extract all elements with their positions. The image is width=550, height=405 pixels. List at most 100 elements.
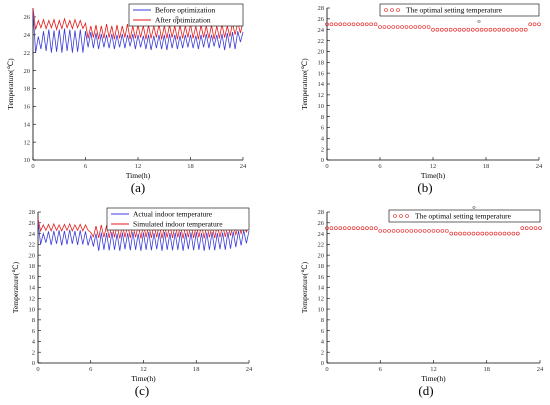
data-point — [373, 22, 378, 27]
data-point — [538, 226, 542, 230]
data-point — [453, 27, 457, 32]
chart-panel-1: 10 12 14 16 18 20 22 24 26 0 6 12 18 24 Time(h) Tempera… — [6, 3, 247, 195]
y-tick-label: 26 — [29, 220, 36, 227]
data-point — [501, 27, 506, 32]
y-tick-label: 28 — [29, 209, 36, 216]
data-point — [471, 231, 476, 236]
data-point — [369, 226, 374, 230]
data-point — [360, 22, 365, 27]
y-tick-label: 6 — [32, 328, 36, 335]
y-tick-label: 12 — [29, 295, 36, 302]
legend-box — [106, 207, 250, 231]
data-point — [329, 226, 334, 230]
data-point — [338, 226, 343, 230]
panel-label: (b) — [417, 180, 432, 195]
data-point — [436, 229, 440, 233]
data-point — [413, 25, 418, 29]
legend-swatch — [396, 8, 400, 12]
x-tick-label: 0 — [325, 366, 328, 373]
data-point — [378, 25, 382, 29]
data-point — [493, 231, 498, 236]
data-point — [484, 27, 488, 32]
data-point — [391, 229, 396, 233]
data-point — [516, 231, 520, 236]
data-point — [347, 22, 351, 27]
x-tick-label: 6 — [378, 163, 382, 170]
data-point — [369, 22, 373, 27]
data-point — [378, 229, 383, 233]
data-point — [466, 27, 471, 32]
data-point — [422, 25, 426, 29]
data-point — [445, 229, 449, 233]
y-tick-label: 10 — [29, 306, 36, 313]
y-tick-label: 28 — [318, 5, 325, 12]
data-point — [440, 27, 444, 32]
y-tick-label: 26 — [24, 14, 31, 21]
data-point — [498, 231, 502, 236]
x-tick-label: 24 — [246, 366, 253, 373]
y-tick-label: 26 — [318, 220, 325, 227]
x-tick-label: 18 — [193, 366, 200, 373]
data-point — [396, 229, 400, 233]
data-point — [400, 25, 404, 29]
y-tick-label: 12 — [318, 295, 325, 302]
y-axis-label: Temperature(℃) — [6, 58, 15, 110]
legend-label: Before optimization — [155, 6, 215, 15]
data-point — [506, 27, 510, 32]
data-point — [351, 226, 356, 230]
y-tick-label: 20 — [318, 252, 325, 259]
x-tick-label: 6 — [89, 366, 93, 373]
data-point — [444, 27, 449, 32]
legend-label: After optimization — [155, 16, 211, 25]
y-tick-label: 24 — [318, 231, 325, 238]
y-tick-label: 18 — [24, 86, 31, 93]
data-point — [484, 231, 489, 236]
data-point — [475, 27, 479, 32]
data-point — [334, 22, 338, 27]
data-point — [360, 226, 365, 230]
data-point — [453, 231, 458, 236]
y-tick-label: 8 — [32, 317, 35, 324]
data-point — [395, 25, 400, 29]
y-tick-label: 12 — [318, 92, 325, 99]
data-point — [391, 25, 396, 29]
data-point — [462, 231, 467, 236]
x-tick-label: 18 — [484, 366, 491, 373]
data-point — [356, 226, 360, 230]
data-point — [462, 27, 466, 32]
data-point — [334, 226, 338, 230]
x-tick-label: 12 — [430, 163, 437, 170]
data-point — [382, 229, 387, 233]
y-tick-label: 22 — [318, 38, 325, 45]
y-tick-label: 0 — [321, 360, 324, 367]
data-point — [413, 229, 418, 233]
data-point — [325, 22, 329, 27]
data-point — [409, 229, 414, 233]
y-tick-label: 16 — [29, 274, 36, 281]
data-point — [449, 231, 454, 236]
data-point — [409, 25, 413, 29]
y-tick-label: 10 — [318, 103, 325, 110]
y-tick-label: 8 — [321, 317, 324, 324]
y-tick-label: 0 — [32, 360, 35, 367]
x-axis-label: Time(h) — [126, 171, 151, 180]
data-point — [427, 229, 431, 233]
legend-box — [388, 209, 541, 223]
marker-note: o — [472, 204, 475, 211]
y-tick-label: 14 — [29, 285, 36, 292]
data-point — [431, 229, 436, 233]
y-tick-label: 20 — [318, 49, 325, 56]
data-point — [488, 27, 493, 32]
x-tick-label: 0 — [325, 163, 328, 170]
x-tick-label: 6 — [379, 366, 383, 373]
data-point — [479, 27, 484, 32]
x-tick-label: 24 — [536, 163, 543, 170]
data-point — [435, 27, 440, 32]
legend-swatch — [399, 214, 403, 218]
y-tick-label: 4 — [321, 135, 325, 142]
data-point — [524, 226, 529, 230]
y-tick-label: 20 — [29, 252, 36, 259]
